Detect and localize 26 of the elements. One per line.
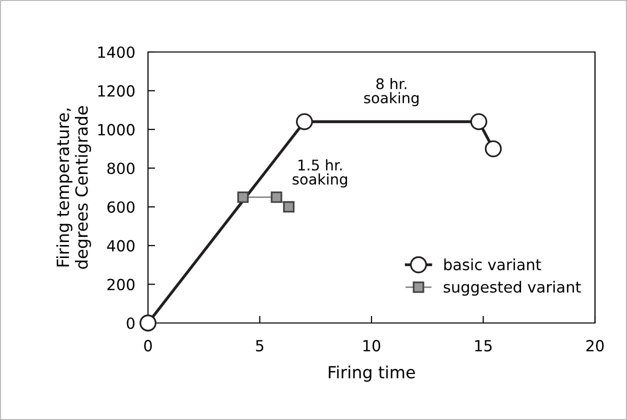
y-tick-label: 400 <box>107 240 134 252</box>
x-tick-label: 5 <box>256 340 264 352</box>
y-tick-label: 1200 <box>98 85 134 97</box>
x-tick-label: 10 <box>363 340 380 352</box>
y-tick-label: 1400 <box>98 46 134 58</box>
y-tick-label: 1000 <box>98 124 134 136</box>
x-axis-title: Firing time <box>328 366 415 382</box>
y-tick-label: 0 <box>126 317 134 330</box>
y-axis-title: Firing temperature, degrees Centigrade <box>56 106 92 269</box>
point <box>270 191 282 203</box>
point <box>484 140 502 158</box>
point <box>140 314 156 332</box>
y-tick-label: 600 <box>107 201 134 213</box>
legend-label: basic variant <box>444 258 542 270</box>
y-tick-label: 200 <box>107 278 134 290</box>
x-tick-label: 20 <box>586 340 604 352</box>
y-tick-label: 800 <box>107 162 134 174</box>
point <box>237 191 249 203</box>
point <box>283 201 294 213</box>
annotation: 8 hr. soaking <box>364 78 419 106</box>
annotation: 1.5 hr. soaking <box>292 159 347 188</box>
point <box>470 113 488 130</box>
x-tick-label: 15 <box>475 340 492 352</box>
x-tick-label: 0 <box>144 340 152 352</box>
legend-label: suggested variant <box>444 280 581 296</box>
point <box>296 113 313 130</box>
